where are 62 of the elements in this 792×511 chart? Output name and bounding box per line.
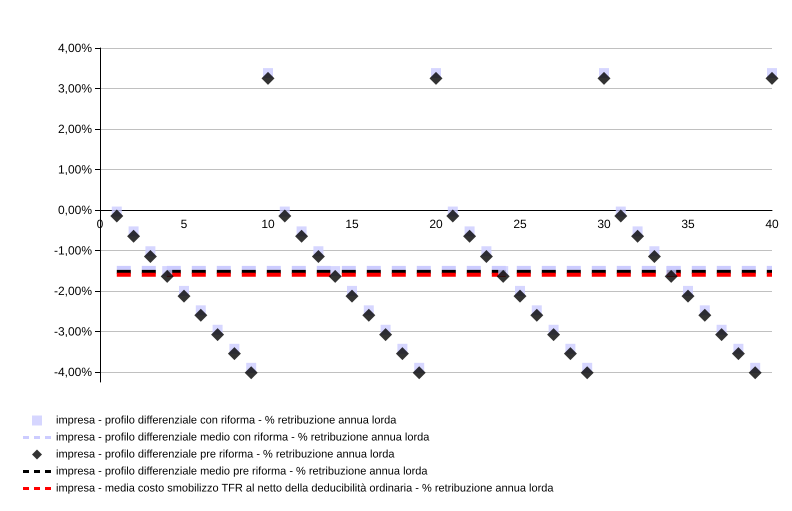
point (547, 328, 560, 342)
point (312, 250, 325, 263)
y-tick-label: 1,00% (58, 162, 92, 176)
point (295, 230, 308, 243)
x-tick-label: 25 (513, 216, 527, 231)
y-tick-label: -2,00% (54, 284, 92, 298)
legend-label: impresa - profilo differenziale medio pre riforma - % retribuzione annua lorda (56, 466, 428, 478)
point (346, 290, 358, 303)
point (480, 250, 493, 263)
point (580, 366, 594, 380)
x-tick-label: 15 (345, 216, 359, 231)
legend-label: impresa - profilo differenziale medio con riforma - % retribuzione annua lorda (56, 432, 430, 444)
y-tick-label: 3,00% (58, 81, 92, 96)
x-tick-label: 40 (765, 216, 779, 231)
y-tick-label: -4,00% (54, 364, 92, 379)
point (379, 328, 392, 342)
point (732, 347, 745, 360)
x-tick-label: 5 (180, 216, 188, 231)
point (328, 270, 342, 283)
point (664, 270, 678, 283)
point (110, 210, 124, 223)
point (362, 308, 376, 322)
y-tick-label: 2,00% (58, 122, 92, 136)
point (698, 308, 712, 322)
x-tick-label: 30 (597, 216, 611, 231)
x-tick-label: 20 (429, 216, 443, 231)
point (160, 270, 174, 283)
point (396, 347, 409, 360)
point (514, 290, 526, 303)
x-tick-label: 35 (681, 216, 695, 231)
point (178, 290, 190, 303)
y-tick-label: -3,00% (54, 324, 92, 338)
point (446, 210, 460, 223)
point (144, 250, 157, 263)
y-tick-label: 0,00% (58, 202, 92, 217)
point (211, 328, 224, 342)
point (412, 366, 426, 380)
x-tick-label: 10 (261, 216, 275, 231)
point (715, 328, 728, 342)
point (278, 210, 292, 223)
y-tick-label: -1,00% (54, 243, 92, 258)
point (244, 366, 258, 380)
legend-label: impresa - media costo smobilizzo TFR al netto della deducibilità ordinaria - % retribuzione annua lorda (56, 482, 554, 494)
point (127, 230, 140, 243)
point (463, 230, 476, 243)
point (682, 290, 694, 303)
legend-label: impresa - profilo differenziale pre riforma - % retribuzione annua lorda (56, 448, 396, 460)
point (496, 270, 510, 283)
point (766, 72, 778, 85)
point (614, 210, 628, 223)
legend-label: impresa - profilo differenziale con riforma - % retribuzione annua lorda (56, 414, 398, 426)
point (530, 308, 544, 322)
point (262, 72, 274, 85)
point (598, 72, 610, 85)
point (430, 72, 442, 85)
point (194, 308, 208, 322)
point (648, 250, 661, 263)
point (564, 347, 577, 360)
y-tick-label: 4,00% (58, 41, 92, 55)
point (748, 366, 762, 380)
point (228, 347, 241, 360)
point (631, 230, 644, 243)
